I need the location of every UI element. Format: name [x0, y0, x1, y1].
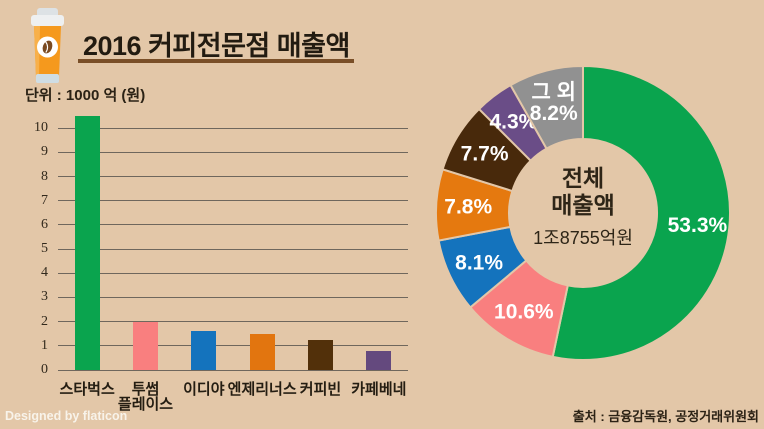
bar — [133, 321, 158, 370]
donut-segment-label: 7.7% — [461, 143, 509, 166]
bar — [191, 331, 217, 370]
gridline — [58, 176, 408, 178]
gridline — [58, 272, 408, 274]
coffee-cup-icon — [31, 8, 64, 83]
y-tick-label: 3 — [41, 289, 48, 305]
bar-category-label: 카페베네 — [351, 381, 407, 398]
donut-segment-label: 53.3% — [668, 214, 728, 237]
donut-segment-label: 8.1% — [455, 251, 503, 274]
gridline — [58, 369, 408, 371]
bar — [249, 333, 275, 370]
donut-segment-label: 4.3% — [489, 111, 537, 134]
y-tick-label: 1 — [41, 337, 48, 353]
designer-credit: Designed by flaticon — [5, 409, 128, 423]
y-tick-label: 0 — [41, 362, 48, 377]
donut-center-title-line2: 매출액 — [551, 192, 614, 218]
gridline — [58, 296, 408, 298]
gridline — [58, 345, 408, 347]
donut-segment-label: 10.6% — [494, 301, 554, 324]
unit-label: 단위 : 1000 억 (원) — [25, 87, 146, 104]
bar-category-label: 커피빈 — [299, 381, 342, 398]
bar — [366, 350, 392, 370]
y-tick-label: 10 — [34, 120, 48, 136]
cup-lid — [31, 15, 64, 26]
cup-body-highlight — [34, 26, 40, 77]
title-underline — [78, 59, 354, 63]
gridline — [58, 224, 408, 226]
y-tick-label: 2 — [41, 313, 48, 329]
donut-center-title-line1: 전체 — [562, 165, 604, 191]
y-tick-label: 9 — [41, 144, 48, 160]
gridline — [58, 321, 408, 323]
donut-segment-label: 그 외 8.2% — [530, 81, 578, 125]
bar-category-label: 이디야 — [183, 381, 225, 398]
source-attribution: 출처 : 금융감독원, 공정거래위원회 — [572, 409, 759, 424]
gridline — [58, 127, 408, 129]
cup-bottom-rim — [36, 74, 59, 83]
bar-category-label: 스타벅스 — [59, 381, 115, 398]
bar — [74, 116, 100, 370]
donut-segment — [551, 65, 731, 361]
coffee-bean-slit — [45, 41, 49, 53]
donut-segment-label: 7.8% — [444, 196, 492, 219]
donut-center-value: 1조8755억원 — [533, 228, 633, 248]
y-tick-label: 6 — [41, 216, 48, 232]
bar-category-label: 엔제리너스 — [227, 381, 297, 398]
bar — [308, 339, 333, 370]
y-tick-label: 4 — [41, 265, 48, 281]
gridline — [58, 248, 408, 250]
bar-category-label: 투썸 플레이스 — [117, 381, 174, 413]
page-title: 2016 커피전문점 매출액 — [83, 31, 350, 61]
gridline — [58, 200, 408, 202]
y-tick-label: 5 — [41, 241, 48, 257]
y-tick-label: 7 — [41, 192, 48, 208]
donut-segment — [509, 65, 584, 150]
gridline — [58, 151, 408, 153]
y-tick-label: 8 — [41, 168, 48, 184]
